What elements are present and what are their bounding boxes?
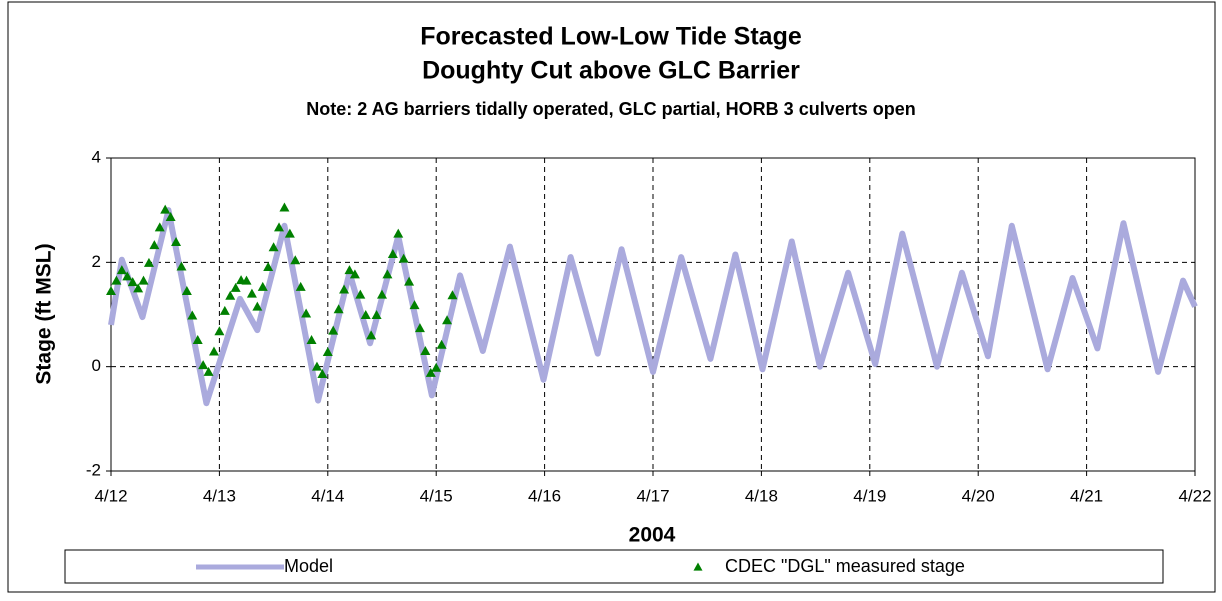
model-line <box>108 207 1198 407</box>
measured-point <box>279 202 290 212</box>
measured-point <box>214 326 225 336</box>
x-axis-title: 2004 <box>629 524 676 547</box>
measured-point <box>192 335 203 345</box>
measured-point <box>328 325 339 335</box>
measured-point <box>208 346 219 356</box>
measured-point <box>154 222 165 232</box>
measured-point <box>284 228 295 238</box>
measured-point <box>198 360 209 370</box>
measured-point <box>409 300 420 310</box>
measured-point <box>322 347 333 357</box>
measured-point <box>311 361 322 371</box>
measured-point <box>257 281 268 291</box>
measured-point <box>116 265 127 275</box>
legend-label: CDEC "DGL" measured stage <box>725 556 965 576</box>
measured-point <box>225 290 236 300</box>
measured-point <box>344 265 355 275</box>
y-tick-label: 2 <box>92 252 101 271</box>
measured-point <box>301 308 312 318</box>
measured-point <box>349 269 360 279</box>
x-tick-label: 4/18 <box>745 486 778 505</box>
measured-point <box>106 286 116 296</box>
x-tick-label: 4/12 <box>94 486 127 505</box>
measured-point <box>274 222 285 232</box>
measured-point <box>176 261 187 271</box>
measured-point <box>393 228 404 238</box>
measured-point <box>203 366 214 376</box>
measured-point <box>377 289 387 299</box>
measured-point <box>442 315 453 325</box>
y-tick-label: 0 <box>92 356 101 375</box>
legend-swatch <box>693 562 703 571</box>
x-tick-label: 4/22 <box>1178 486 1211 505</box>
measured-point <box>306 335 317 345</box>
measured-point <box>420 346 431 356</box>
measured-point <box>404 276 415 286</box>
measured-point <box>263 262 274 272</box>
measured-point <box>230 282 241 292</box>
chart-title: Forecasted Low-Low Tide Stage <box>420 23 802 51</box>
measured-point <box>165 211 176 221</box>
measured-point <box>317 368 328 378</box>
measured-point <box>127 277 138 287</box>
measured-point <box>414 323 425 333</box>
measured-point <box>431 362 442 372</box>
x-tick-label: 4/17 <box>636 486 669 505</box>
measured-point <box>246 288 257 298</box>
measured-point <box>143 257 154 267</box>
measured-point <box>111 275 122 285</box>
x-tick-label: 4/21 <box>1070 486 1103 505</box>
measured-point <box>355 289 366 299</box>
x-tick-label: 4/13 <box>203 486 236 505</box>
measured-point <box>138 275 149 285</box>
x-tick-label: 4/15 <box>420 486 453 505</box>
measured-point <box>187 310 198 320</box>
measured-point <box>382 269 393 279</box>
measured-point <box>219 305 230 315</box>
measured-point <box>295 281 306 291</box>
x-tick-label: 4/16 <box>528 486 561 505</box>
measured-point <box>241 275 252 285</box>
measured-point <box>366 330 377 340</box>
chart-note: Note: 2 AG barriers tidally operated, GL… <box>306 99 915 119</box>
measured-point <box>360 310 371 320</box>
x-tick-label: 4/14 <box>311 486 344 505</box>
measured-point <box>387 248 398 258</box>
y-tick-label: 4 <box>92 147 101 166</box>
measured-point <box>339 284 350 294</box>
measured-point <box>133 283 144 293</box>
measured-point <box>447 290 458 300</box>
y-tick-label: -2 <box>86 460 101 479</box>
measured-point <box>181 286 192 296</box>
measured-point <box>398 253 409 263</box>
measured-point <box>160 204 171 214</box>
x-tick-label: 4/20 <box>962 486 995 505</box>
measured-point <box>171 236 182 246</box>
chart-subtitle: Doughty Cut above GLC Barrier <box>422 57 800 85</box>
measured-point <box>425 367 436 377</box>
measured-point <box>252 301 263 311</box>
legend-label: Model <box>284 556 333 576</box>
measured-point <box>371 310 382 320</box>
measured-point <box>436 339 447 349</box>
y-axis-title: Stage (ft MSL) <box>33 243 56 384</box>
measured-point <box>122 271 133 281</box>
measured-point <box>333 304 344 314</box>
measured-point <box>149 240 160 250</box>
x-tick-label: 4/19 <box>853 486 886 505</box>
measured-point <box>290 255 301 265</box>
measured-point <box>268 242 279 252</box>
